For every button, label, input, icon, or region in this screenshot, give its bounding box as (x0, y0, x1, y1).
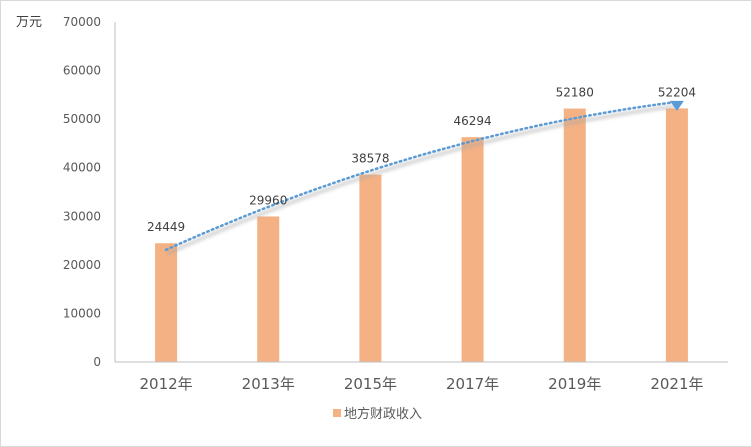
data-label: 46294 (453, 114, 491, 128)
trendline-arrow-marker (669, 100, 684, 111)
y-axis: 0 10000 20000 30000 40000 50000 60000 70000 (63, 15, 101, 369)
bar (665, 108, 688, 362)
y-tick-label: 60000 (63, 64, 101, 78)
data-labels: 24449 29960 38578 46294 52180 52204 (147, 85, 696, 234)
data-label: 52204 (658, 85, 696, 99)
y-tick-label: 70000 (63, 15, 101, 29)
y-tick-label: 20000 (63, 258, 101, 272)
data-label: 52180 (556, 86, 594, 100)
trendline (164, 100, 684, 256)
bar-series (155, 108, 688, 362)
y-tick-label: 40000 (63, 161, 101, 175)
bar (461, 137, 484, 362)
bar (563, 108, 586, 362)
x-tick-label: 2015年 (344, 375, 397, 393)
x-tick-label: 2012年 (139, 375, 192, 393)
x-axis: 2012年 2013年 2015年 2017年 2019年 2021年 (139, 375, 703, 393)
y-tick-label: 0 (93, 355, 101, 369)
bar (359, 174, 382, 362)
y-tick-label: 30000 (63, 209, 101, 223)
data-label: 29960 (249, 193, 287, 207)
y-tick-label: 10000 (63, 306, 101, 320)
data-label: 38578 (351, 152, 389, 166)
x-tick-label: 2019年 (548, 375, 601, 393)
x-tick-label: 2017年 (446, 375, 499, 393)
bar (155, 243, 178, 362)
bar (257, 216, 280, 362)
y-tick-label: 50000 (63, 112, 101, 126)
legend-label: 地方财政收入 (344, 406, 422, 422)
legend-swatch (333, 409, 341, 417)
data-label: 24449 (147, 220, 185, 234)
x-tick-label: 2013年 (242, 375, 295, 393)
x-tick-label: 2021年 (650, 375, 703, 393)
trendline-shadow (166, 103, 679, 256)
y-axis-unit-label: 万元 (16, 15, 42, 30)
trendline-path (164, 100, 679, 252)
legend: 地方财政收入 (333, 406, 422, 422)
